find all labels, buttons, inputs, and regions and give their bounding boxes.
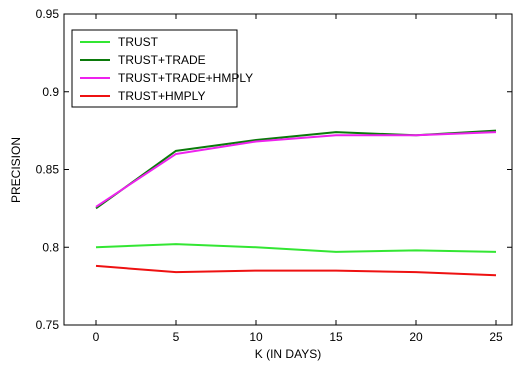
y-tick-label: 0.75 — [36, 318, 60, 332]
x-tick-label: 25 — [489, 330, 503, 344]
series-line-trust-trade-hmply — [95, 131, 497, 208]
legend-items: TRUST TRUST+TRADE TRUST+TRADE+HMPLY TRUST+H… — [80, 35, 253, 103]
y-tick-label: 0.95 — [36, 7, 60, 21]
legend-label: TRUST+TRADE — [118, 53, 206, 67]
legend-label: TRUST — [118, 35, 159, 49]
y-tick-label: 0.85 — [36, 163, 60, 177]
x-tick-label: 0 — [93, 330, 100, 344]
legend-label: TRUST+HMPLY — [118, 89, 205, 103]
series-line-trust-hmply — [95, 264, 497, 277]
x-tick-label: 5 — [173, 330, 180, 344]
series-line-trust — [95, 243, 497, 253]
axis-ticks: 0 5 10 15 20 25 0.75 0.8 0.85 0.9 0.95 — [36, 7, 512, 344]
legend-label: TRUST+TRADE+HMPLY — [118, 71, 253, 85]
legend: TRUST TRUST+TRADE TRUST+TRADE+HMPLY TRUST+H… — [71, 29, 253, 108]
y-tick-label: 0.9 — [42, 85, 59, 99]
x-tick-label: 10 — [249, 330, 263, 344]
series-layer — [95, 129, 497, 277]
x-axis-title: K (IN DAYS) — [255, 347, 321, 361]
y-tick-label: 0.8 — [42, 240, 59, 254]
x-tick-label: 15 — [329, 330, 343, 344]
y-axis-title: PRECISION — [9, 137, 23, 203]
x-tick-label: 20 — [409, 330, 423, 344]
